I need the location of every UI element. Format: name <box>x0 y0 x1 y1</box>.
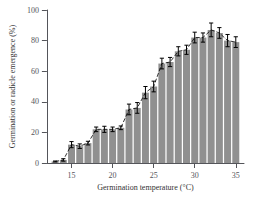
svg-text:25: 25 <box>150 171 158 180</box>
svg-text:80: 80 <box>31 36 39 45</box>
svg-text:20: 20 <box>31 128 39 137</box>
svg-text:100: 100 <box>27 6 39 15</box>
svg-text:40: 40 <box>31 97 39 106</box>
svg-text:35: 35 <box>232 171 240 180</box>
svg-text:Germination temperature (°C): Germination temperature (°C) <box>97 183 194 192</box>
svg-text:Germination or radicle emergen: Germination or radicle emergence (%) <box>8 24 17 148</box>
svg-text:30: 30 <box>191 171 199 180</box>
svg-text:20: 20 <box>109 171 117 180</box>
svg-text:15: 15 <box>68 171 76 180</box>
svg-text:0: 0 <box>35 159 39 168</box>
svg-text:60: 60 <box>31 67 39 76</box>
